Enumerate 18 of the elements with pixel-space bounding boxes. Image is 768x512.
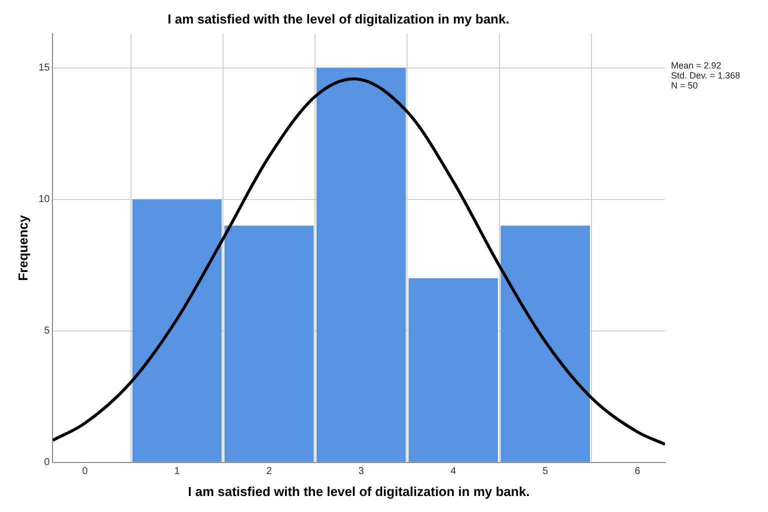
x-axis-title: I am satisfied with the level of digitalization in my bank. — [188, 484, 530, 499]
text: Std. Dev. = 1.368 — [671, 70, 740, 81]
x-tick-label: 4 — [450, 466, 456, 478]
y-tick-label: 15 — [38, 62, 50, 74]
line-series — [52, 77, 665, 446]
chart-title: I am satisfied with the level of digitalization in my bank. — [168, 11, 510, 26]
text: Mean = 2.92 — [671, 60, 722, 71]
x-tick-label: 1 — [174, 466, 180, 478]
x-tick-label: 6 — [634, 466, 641, 478]
y-tick-label: 5 — [44, 326, 50, 337]
text: N = 50 — [671, 80, 698, 91]
x-tick-label: 0 — [82, 466, 88, 478]
y-tick-label: 0 — [44, 457, 50, 468]
y-tick-label: 10 — [38, 194, 50, 206]
y-axis-title: Frequency — [15, 214, 30, 281]
x-tick-label: 2 — [266, 466, 272, 478]
x-tick-label: 5 — [542, 466, 549, 478]
x-tick-label: 3 — [358, 466, 364, 478]
